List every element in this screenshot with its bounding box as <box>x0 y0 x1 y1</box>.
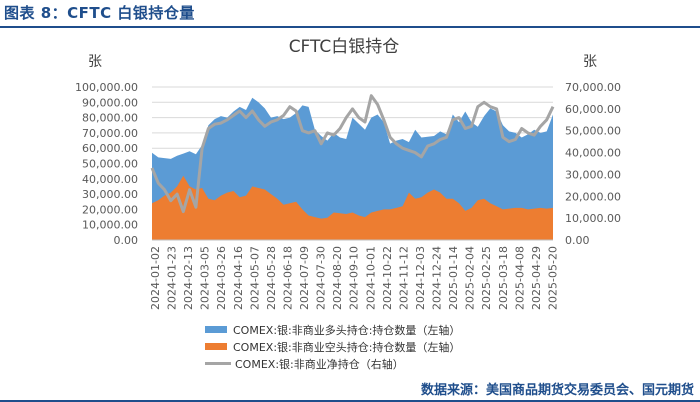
y-axis-right: 0.00 10,000.00 20,000.00 30,000.00 40,000.00… <box>565 81 621 247</box>
data-source: 数据来源：美国商品期货交易委员会、国元期货 <box>420 383 694 398</box>
x-tick-label: 2024-11-12 <box>397 246 410 310</box>
x-tick-label: 2024-12-24 <box>431 246 444 310</box>
chart-title: CFTC白银持仓 <box>289 37 400 57</box>
x-tick-label: 2024-05-28 <box>265 246 278 310</box>
x-tick-label: 2025-02-25 <box>480 246 493 310</box>
x-tick-label: 2024-02-13 <box>182 246 195 310</box>
x-tick-label: 2025-04-08 <box>513 246 526 310</box>
x-axis: 2024-01-02 2024-01-23 2024-02-13 2024-03-05… <box>149 246 559 310</box>
legend-item-long: COMEX:银:非商业多头持仓:持仓数量（左轴） <box>205 321 460 338</box>
y-left-tick-label: 50,000.00 <box>82 158 138 171</box>
x-tick-label: 2024-06-18 <box>281 246 294 310</box>
y-left-tick-label: 40,000.00 <box>82 173 138 186</box>
y-left-tick-label: 60,000.00 <box>82 142 138 155</box>
plot-area <box>150 94 555 241</box>
x-tick-label: 2024-03-05 <box>199 246 212 310</box>
legend-swatch-short <box>205 343 227 350</box>
legend: COMEX:银:非商业多头持仓:持仓数量（左轴） COMEX:银:非商业空头持仓… <box>205 321 460 372</box>
header-rule <box>0 26 700 28</box>
legend-item-short: COMEX:银:非商业空头持仓:持仓数量（左轴） <box>205 338 460 355</box>
y-right-tick-label: 10,000.00 <box>565 212 621 225</box>
legend-label-long: COMEX:银:非商业多头持仓:持仓数量（左轴） <box>233 323 461 337</box>
series-net-line <box>150 94 555 214</box>
y-right-tick-label: 30,000.00 <box>565 168 621 181</box>
y-left-tick-label: 80,000.00 <box>82 112 138 125</box>
x-tick-label: 2025-03-18 <box>497 246 510 310</box>
y-right-tick-label: 50,000.00 <box>565 125 621 138</box>
y-left-tick-label: 10,000.00 <box>82 219 138 232</box>
y-right-tick-label: 60,000.00 <box>565 103 621 116</box>
figure-label: 图表 8：CFTC 白银持仓量 <box>4 4 195 22</box>
legend-label-net: COMEX:银:非商业净持仓（右轴） <box>235 357 404 371</box>
legend-swatch-net <box>205 362 231 365</box>
y-left-tick-label: 20,000.00 <box>82 203 138 216</box>
legend-swatch-long <box>205 326 227 333</box>
x-tick-label: 2024-09-10 <box>348 246 361 310</box>
x-tick-label: 2024-08-20 <box>331 246 344 310</box>
y-right-tick-label: 20,000.00 <box>565 190 621 203</box>
y-left-tick-label: 70,000.00 <box>82 127 138 140</box>
x-tick-label: 2025-05-20 <box>546 246 559 310</box>
y-right-tick-label: 70,000.00 <box>565 81 621 94</box>
x-tick-label: 2024-07-30 <box>315 246 328 310</box>
y-left-tick-label: 30,000.00 <box>82 188 138 201</box>
x-tick-label: 2024-10-22 <box>381 246 394 310</box>
x-tick-label: 2024-05-07 <box>248 246 261 310</box>
y-left-tick-label: 90,000.00 <box>82 96 138 109</box>
y-left-tick-label: 0.00 <box>114 234 139 247</box>
x-tick-label: 2024-12-03 <box>414 246 427 310</box>
x-tick-label: 2024-10-01 <box>364 246 377 310</box>
y-right-tick-label: 40,000.00 <box>565 147 621 160</box>
y-axis-right-unit: 张 <box>583 54 597 70</box>
x-tick-label: 2024-07-09 <box>298 246 311 310</box>
series-short-area <box>152 175 553 240</box>
x-tick-label: 2025-04-29 <box>530 246 543 310</box>
x-tick-label: 2024-03-26 <box>215 246 228 310</box>
legend-item-net: COMEX:银:非商业净持仓（右轴） <box>205 355 460 372</box>
x-tick-label: 2025-01-14 <box>447 246 460 310</box>
x-tick-label: 2024-04-16 <box>232 246 245 310</box>
x-tick-label: 2025-02-04 <box>464 246 477 310</box>
y-axis-left: 0.00 10,000.00 20,000.00 30,000.00 40,000.00… <box>75 81 138 247</box>
y-right-tick-label: 0.00 <box>565 234 590 247</box>
x-tick-label: 2024-01-23 <box>166 246 179 310</box>
y-axis-left-unit: 张 <box>88 54 102 70</box>
x-tick-label: 2024-01-02 <box>149 246 162 310</box>
footer-rule <box>0 400 700 402</box>
y-left-tick-label: 100,000.00 <box>75 81 138 94</box>
legend-label-short: COMEX:银:非商业空头持仓:持仓数量（左轴） <box>233 340 461 354</box>
